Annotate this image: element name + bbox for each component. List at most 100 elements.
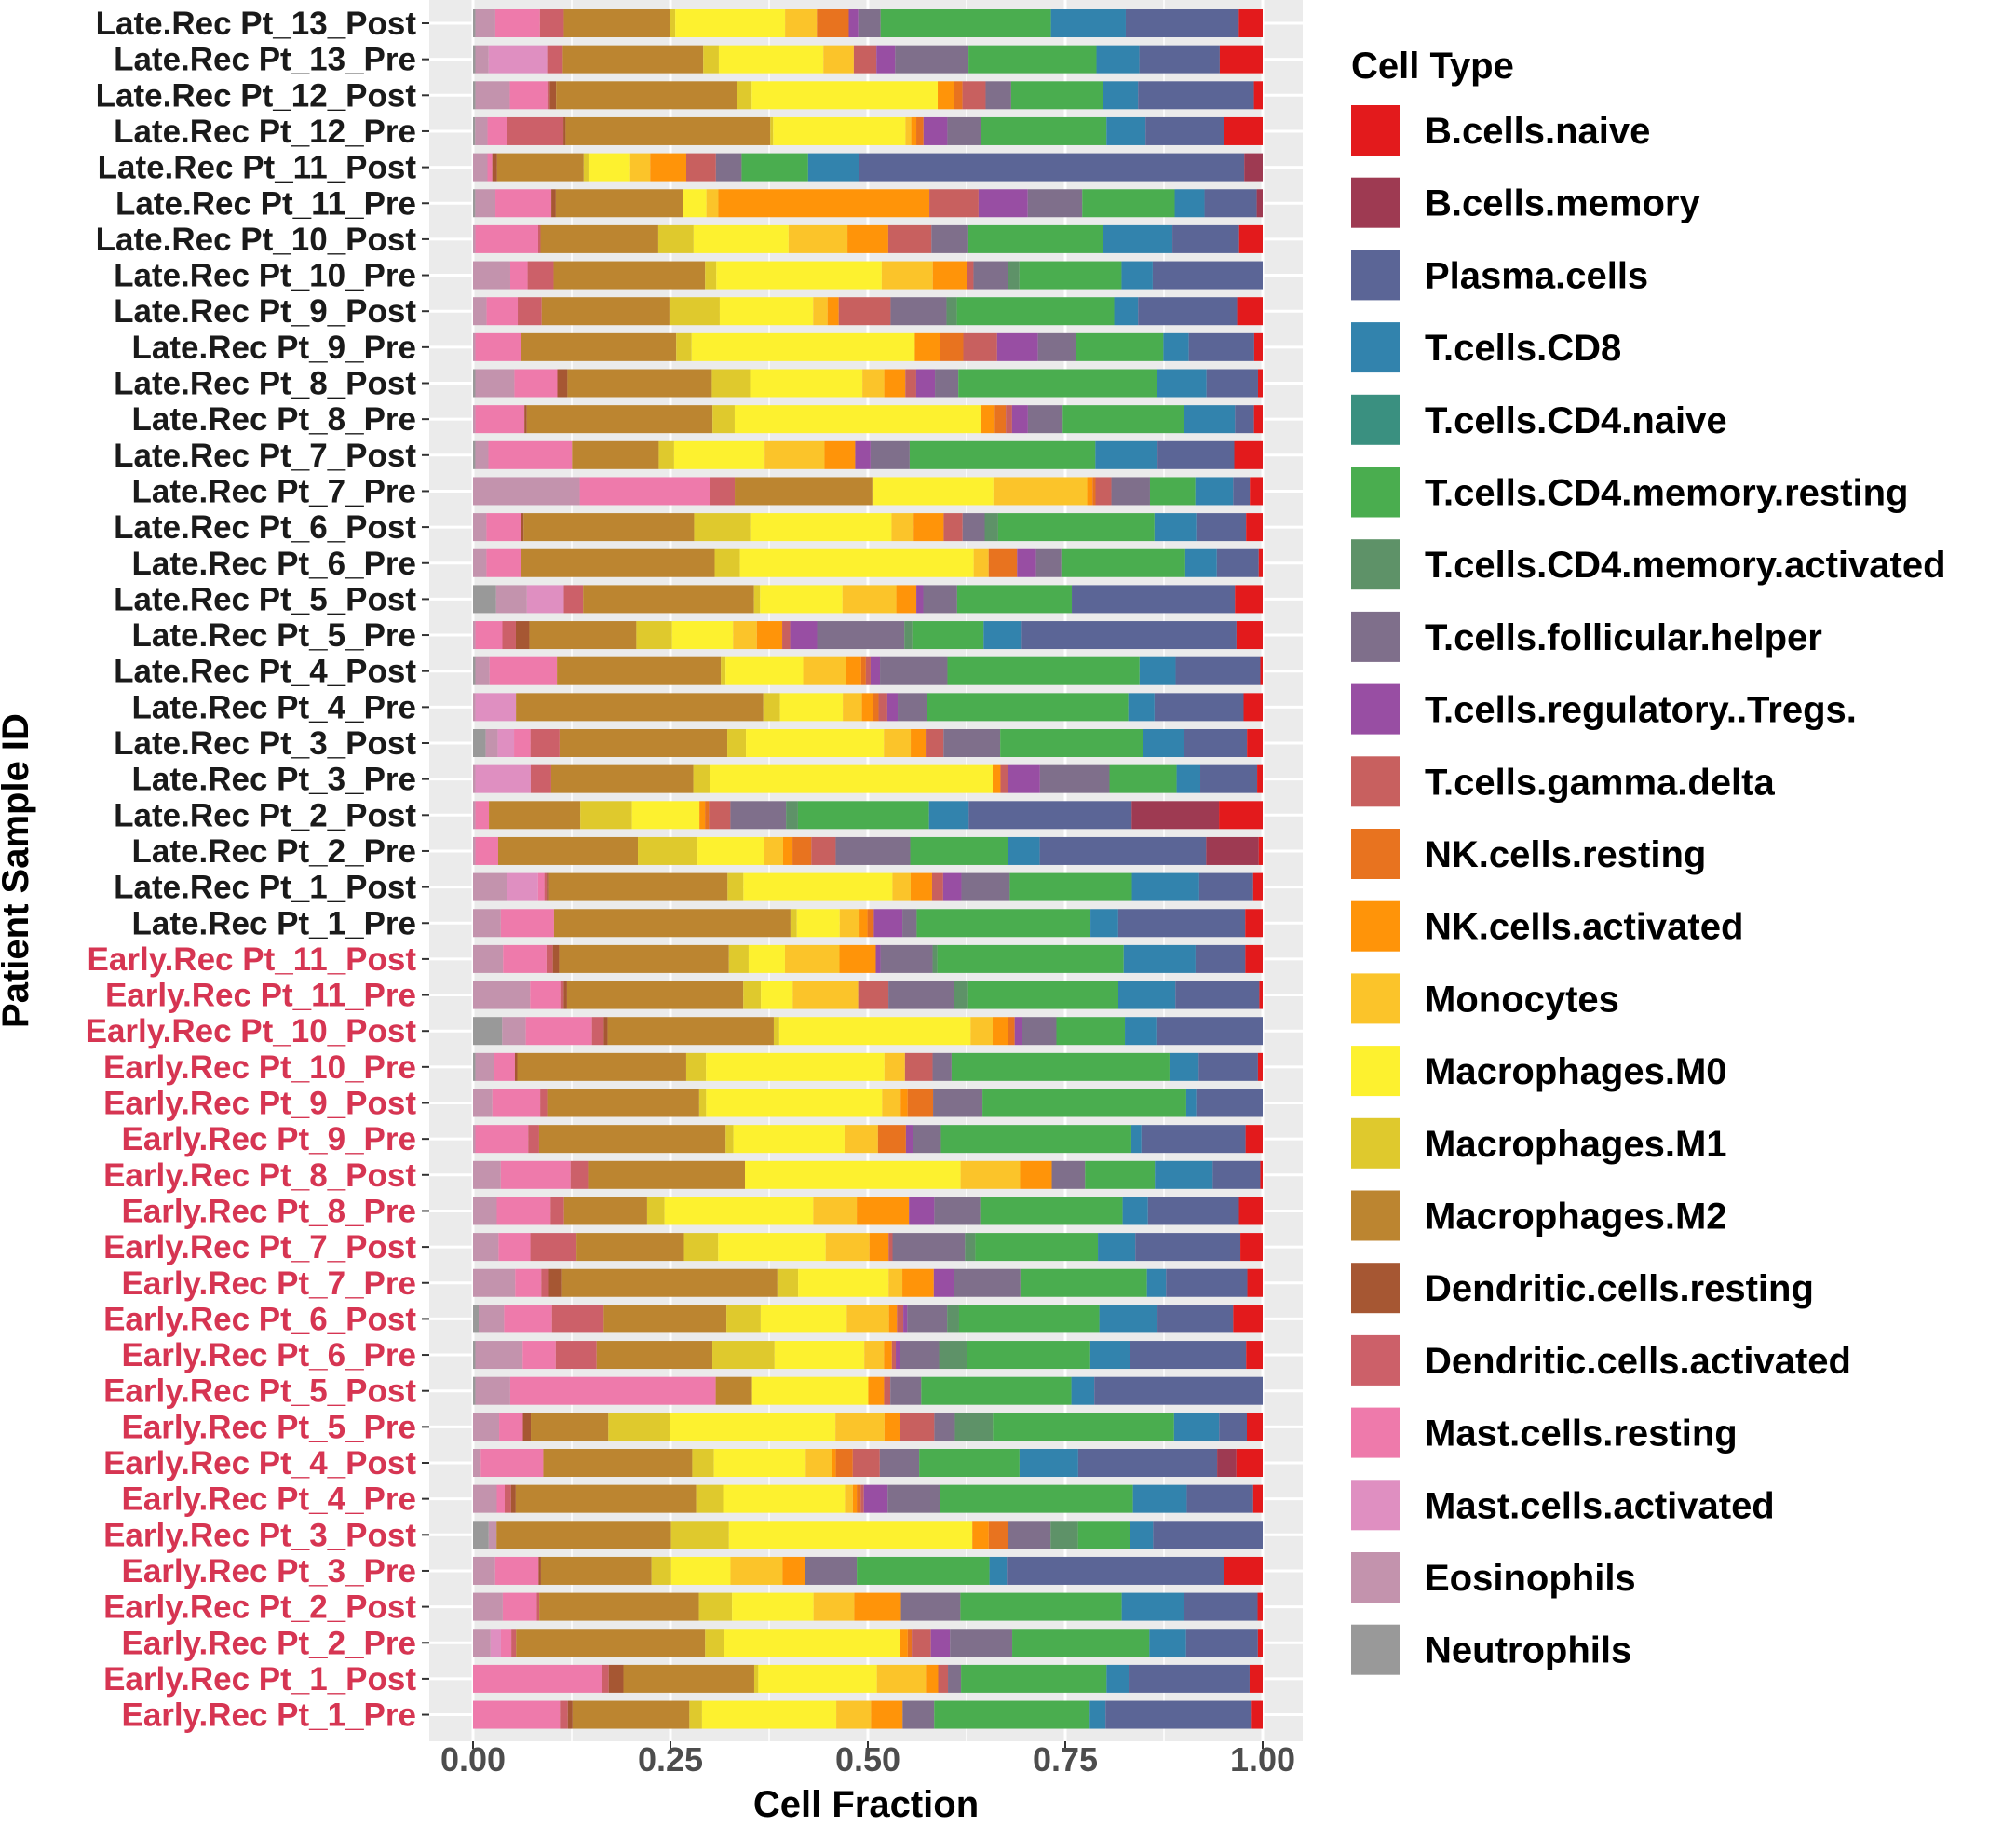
bar-segment	[473, 513, 487, 542]
bar-segment	[811, 836, 836, 865]
bar-segment	[560, 981, 564, 1009]
bar-segment	[551, 1305, 604, 1333]
bar-segment	[706, 189, 719, 218]
bar-segment	[926, 1664, 939, 1693]
bar-segment	[1121, 261, 1153, 290]
bar-segment	[724, 1629, 900, 1657]
bar-segment	[743, 981, 762, 1009]
bar-segment	[892, 872, 911, 901]
legend-label: T.cells.CD4.memory.activated	[1425, 545, 1946, 586]
bar-segment	[1085, 1160, 1156, 1189]
bar-segment	[596, 1341, 713, 1370]
bar-segment	[902, 909, 917, 938]
bar-segment	[923, 116, 948, 145]
y-axis-title: Patient Sample ID	[0, 713, 36, 1028]
bar-segment	[525, 1017, 592, 1046]
bar-segment	[496, 1197, 551, 1225]
bar-segment	[935, 369, 959, 398]
bar-segment	[473, 116, 476, 145]
bar-segment	[763, 693, 780, 722]
bar-segment	[473, 9, 476, 37]
bar-segment	[473, 477, 580, 506]
bar-segment	[492, 153, 497, 182]
bar-segment	[1129, 1664, 1250, 1693]
bar-segment	[1035, 548, 1062, 577]
bar-segment	[537, 224, 541, 253]
legend-key	[1351, 177, 1400, 228]
bar-segment	[968, 801, 1132, 830]
bar-segment	[1022, 1017, 1057, 1046]
bar-segment	[931, 224, 968, 253]
bar-segment	[890, 1376, 922, 1405]
bar-segment	[721, 656, 726, 685]
legend: B.cells.naive B.cells.memory Plasma.cells T…	[1351, 105, 1946, 1675]
bar-segment	[951, 1052, 1170, 1081]
bar-segment	[817, 9, 849, 37]
bar-segment	[507, 116, 564, 145]
bar-row	[473, 405, 1263, 434]
bar-segment	[954, 1413, 994, 1441]
legend-item: T.cells.regulatory..Tregs.	[1351, 683, 1857, 735]
legend-label: Eosinophils	[1425, 1558, 1636, 1599]
bar-segment	[880, 944, 933, 973]
bar-segment	[475, 369, 515, 398]
bar-row	[473, 1664, 1263, 1693]
bar-segment	[1130, 1521, 1154, 1549]
bar-segment	[967, 224, 1103, 253]
bar-segment	[921, 1376, 1072, 1405]
bar-segment	[1216, 548, 1259, 577]
bar-segment	[631, 801, 700, 830]
bar-segment	[473, 981, 531, 1009]
bar-segment	[786, 801, 798, 830]
bar-segment	[1123, 944, 1196, 973]
bar-segment	[1185, 1629, 1258, 1657]
bar-segment	[559, 729, 728, 757]
bar-segment	[934, 1197, 981, 1225]
bar-segment	[1008, 261, 1020, 290]
bar-segment	[473, 585, 496, 614]
bar-segment	[603, 1017, 608, 1046]
bar-segment	[562, 45, 704, 74]
bar-segment	[764, 440, 825, 469]
bar-segment	[566, 981, 744, 1009]
bar-segment	[670, 1556, 731, 1585]
bar-segment	[473, 944, 504, 973]
bar-segment	[973, 261, 1008, 290]
bar-segment	[1184, 1592, 1258, 1621]
bar-segment	[933, 1089, 983, 1117]
bar-segment	[1090, 909, 1118, 938]
bar-segment	[846, 1305, 889, 1333]
bar-segment	[839, 909, 860, 938]
bar-segment	[868, 1376, 885, 1405]
bar-segment	[1238, 1197, 1263, 1225]
bar-segment	[897, 1305, 904, 1333]
y-tick-label: Late.Rec Pt_3_Pre	[132, 762, 416, 798]
bar-segment	[1157, 1305, 1234, 1333]
bar-segment	[728, 1521, 973, 1549]
bar-segment	[1253, 332, 1263, 361]
bar-segment	[869, 1233, 889, 1262]
bar-segment	[931, 872, 943, 901]
bar-segment	[1072, 585, 1236, 614]
y-tick-label: Early.Rec Pt_2_Pre	[121, 1625, 416, 1661]
bar-segment	[705, 801, 710, 830]
bar-segment	[1157, 440, 1235, 469]
bar-segment	[852, 1449, 880, 1477]
bar-segment	[1256, 189, 1263, 218]
bar-segment	[857, 1556, 990, 1585]
bar-segment	[727, 872, 744, 901]
bar-segment	[502, 1017, 526, 1046]
bar-segment	[844, 1125, 878, 1154]
bar-segment	[608, 1664, 624, 1693]
bar-segment	[516, 1629, 706, 1657]
bar-segment	[910, 872, 932, 901]
bar-segment	[475, 405, 525, 434]
bar-segment	[983, 621, 1022, 650]
bar-segment	[905, 369, 916, 398]
bar-segment	[823, 45, 854, 74]
bar-segment	[965, 1233, 976, 1262]
bar-segment	[528, 1125, 539, 1154]
bar-segment	[706, 1052, 885, 1081]
bar-segment	[1235, 585, 1263, 614]
bar-segment	[718, 45, 824, 74]
